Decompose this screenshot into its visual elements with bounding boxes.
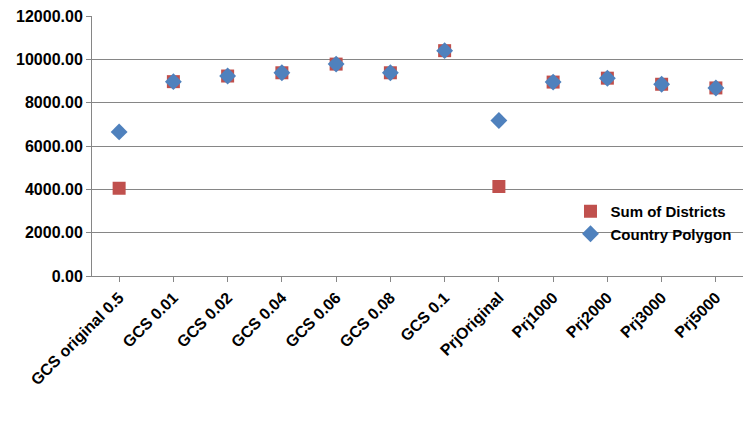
svg-text:8000.00: 8000.00 [25,94,83,111]
svg-text:Country Polygon: Country Polygon [610,226,731,243]
svg-text:GCS 0.06: GCS 0.06 [282,289,344,351]
svg-text:GCS 0.08: GCS 0.08 [336,289,398,351]
svg-text:6000.00: 6000.00 [25,138,83,155]
svg-text:2000.00: 2000.00 [25,224,83,241]
svg-text:PrjOriginal: PrjOriginal [437,289,507,359]
svg-text:GCS original 0.5: GCS original 0.5 [27,289,126,388]
svg-text:GCS 0.1: GCS 0.1 [397,289,452,344]
svg-text:0.00: 0.00 [52,268,83,285]
svg-text:Prj5000: Prj5000 [671,289,723,341]
svg-text:Sum of Districts: Sum of Districts [610,203,725,220]
svg-text:GCS 0.01: GCS 0.01 [119,289,181,351]
svg-text:Prj1000: Prj1000 [509,289,561,341]
svg-text:10000.00: 10000.00 [16,51,83,68]
svg-text:Prj3000: Prj3000 [617,289,669,341]
svg-text:GCS 0.02: GCS 0.02 [174,289,236,351]
svg-text:12000.00: 12000.00 [16,8,83,25]
svg-text:4000.00: 4000.00 [25,181,83,198]
svg-text:Prj2000: Prj2000 [563,289,615,341]
svg-text:GCS 0.04: GCS 0.04 [228,289,290,351]
